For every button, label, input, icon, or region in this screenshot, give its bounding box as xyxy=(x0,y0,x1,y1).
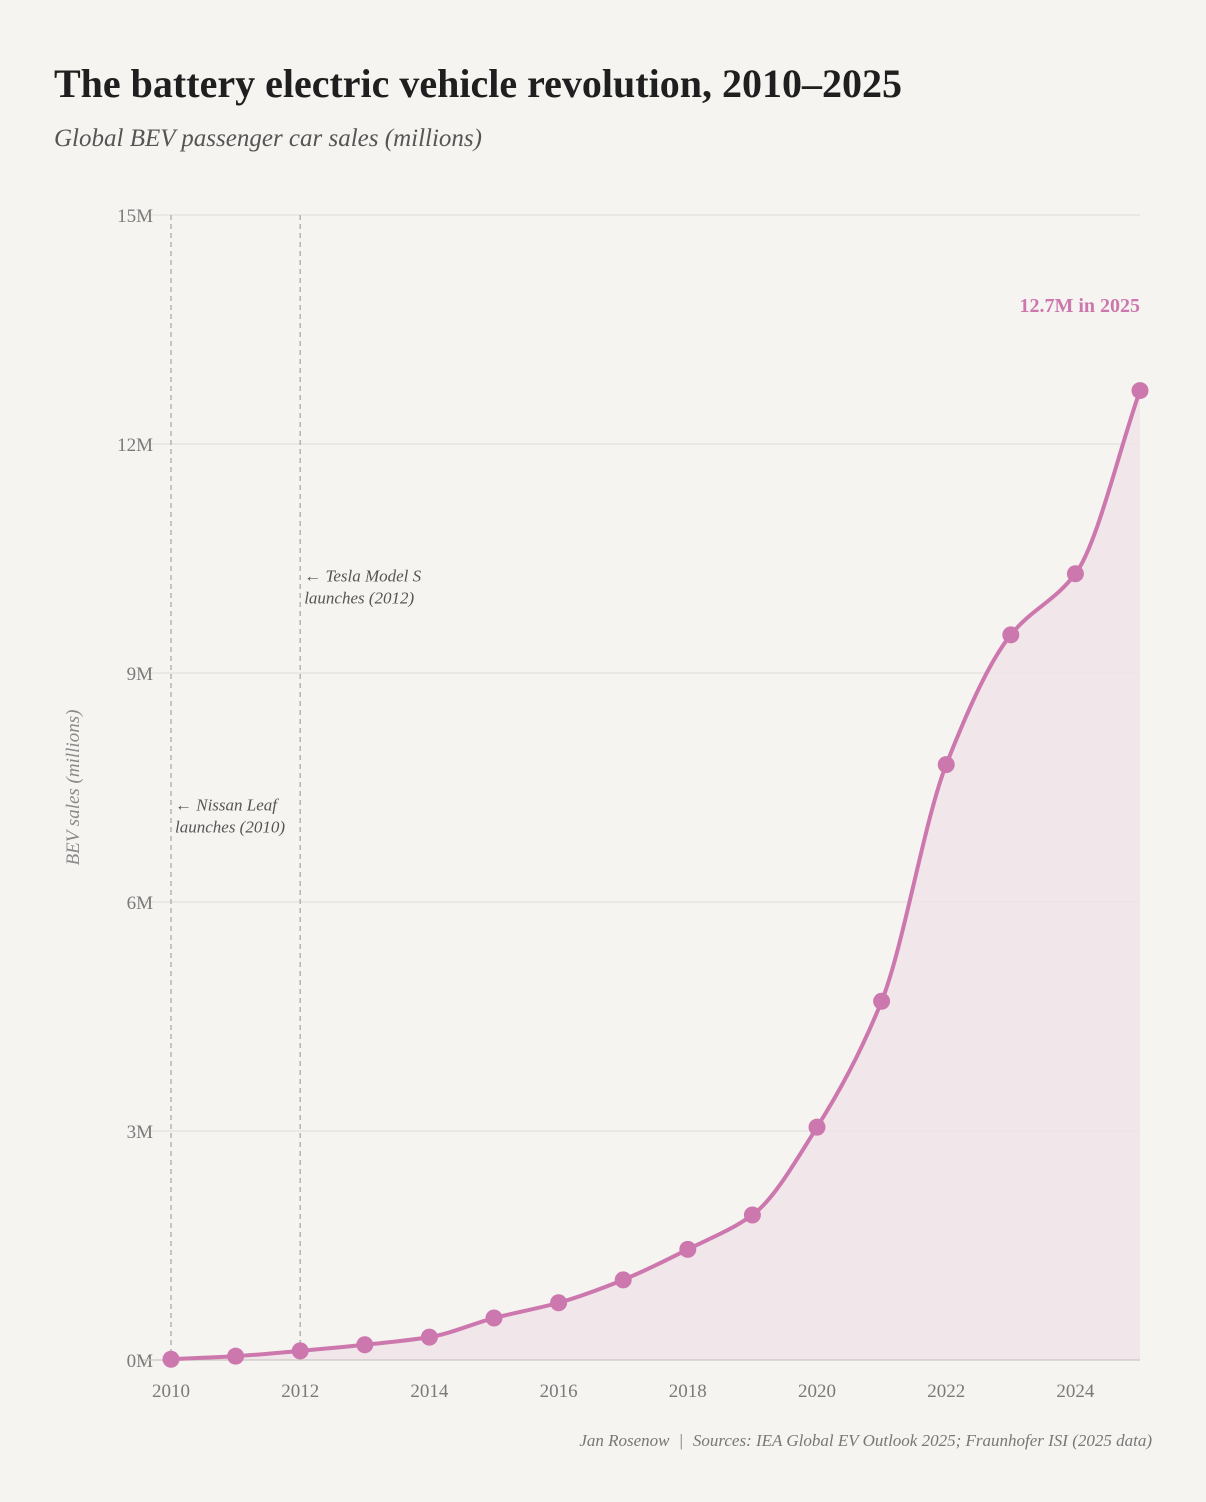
axes: 0M 3M 6M 9M 12M 15M 2010 2012 2014 2016 2018 2020 20… xyxy=(63,206,1140,1402)
y-tick-label: 3M xyxy=(127,1122,154,1143)
data-point-2016 xyxy=(550,1294,568,1312)
labels: 12.7M in 2025 xyxy=(1019,295,1140,317)
x-tick-label: 2010 xyxy=(152,1381,190,1402)
chart-title: The battery electric vehicle revolution,… xyxy=(54,61,902,106)
annotation-text: ← Tesla Model S xyxy=(304,566,421,585)
chart-subtitle: Global BEV passenger car sales (millions… xyxy=(54,125,482,152)
area-fill-layer xyxy=(171,390,1140,1361)
x-tick-label: 2012 xyxy=(281,1381,319,1402)
data-point-2014 xyxy=(420,1328,438,1346)
data-point-2010 xyxy=(162,1350,180,1368)
data-point-2019 xyxy=(743,1206,761,1224)
footer-sources: Sources: IEA Global EV Outlook 2025; Fra… xyxy=(692,1431,1152,1450)
data-point-2020 xyxy=(808,1118,826,1136)
x-tick-label: 2018 xyxy=(669,1381,707,1402)
data-point-2025 xyxy=(1131,382,1149,400)
y-tick-label: 6M xyxy=(127,893,154,914)
y-tick-label: 0M xyxy=(127,1351,154,1372)
annotations: ← Nissan Leaf launches (2010) ← Tesla Mode… xyxy=(170,215,422,1360)
data-point-2011 xyxy=(227,1347,245,1365)
y-tick-label: 9M xyxy=(127,664,154,685)
annotation-text: launches (2012) xyxy=(304,588,414,607)
data-point-2015 xyxy=(485,1309,503,1327)
end-value-label: 12.7M in 2025 xyxy=(1019,295,1140,317)
annotation-text: launches (2010) xyxy=(175,817,285,836)
y-tick-label: 12M xyxy=(117,435,153,456)
data-point-2017 xyxy=(614,1271,632,1289)
y-tick-label: 15M xyxy=(117,206,153,227)
x-tick-label: 2024 xyxy=(1056,1381,1095,1402)
x-tick-label: 2016 xyxy=(540,1381,578,1402)
data-points xyxy=(162,382,1149,1368)
series-area xyxy=(171,390,1140,1361)
footer-credits: Jan Rosenow | Sources: IEA Global EV Outlo… xyxy=(579,1431,1152,1451)
footer-separator: | xyxy=(679,1431,683,1450)
data-point-2013 xyxy=(356,1336,374,1354)
data-point-2012 xyxy=(291,1342,309,1360)
data-point-2024 xyxy=(1066,565,1084,583)
data-point-2023 xyxy=(1002,626,1020,644)
y-axis-title: BEV sales (millions) xyxy=(63,710,84,866)
x-tick-label: 2022 xyxy=(927,1381,965,1402)
x-tick-label: 2020 xyxy=(798,1381,836,1402)
x-tick-label: 2014 xyxy=(410,1381,449,1402)
data-point-2018 xyxy=(679,1240,697,1258)
footer-author: Jan Rosenow xyxy=(579,1431,670,1450)
data-point-2022 xyxy=(937,756,955,774)
annotation-text: ← Nissan Leaf xyxy=(175,795,279,814)
data-point-2021 xyxy=(873,992,891,1010)
